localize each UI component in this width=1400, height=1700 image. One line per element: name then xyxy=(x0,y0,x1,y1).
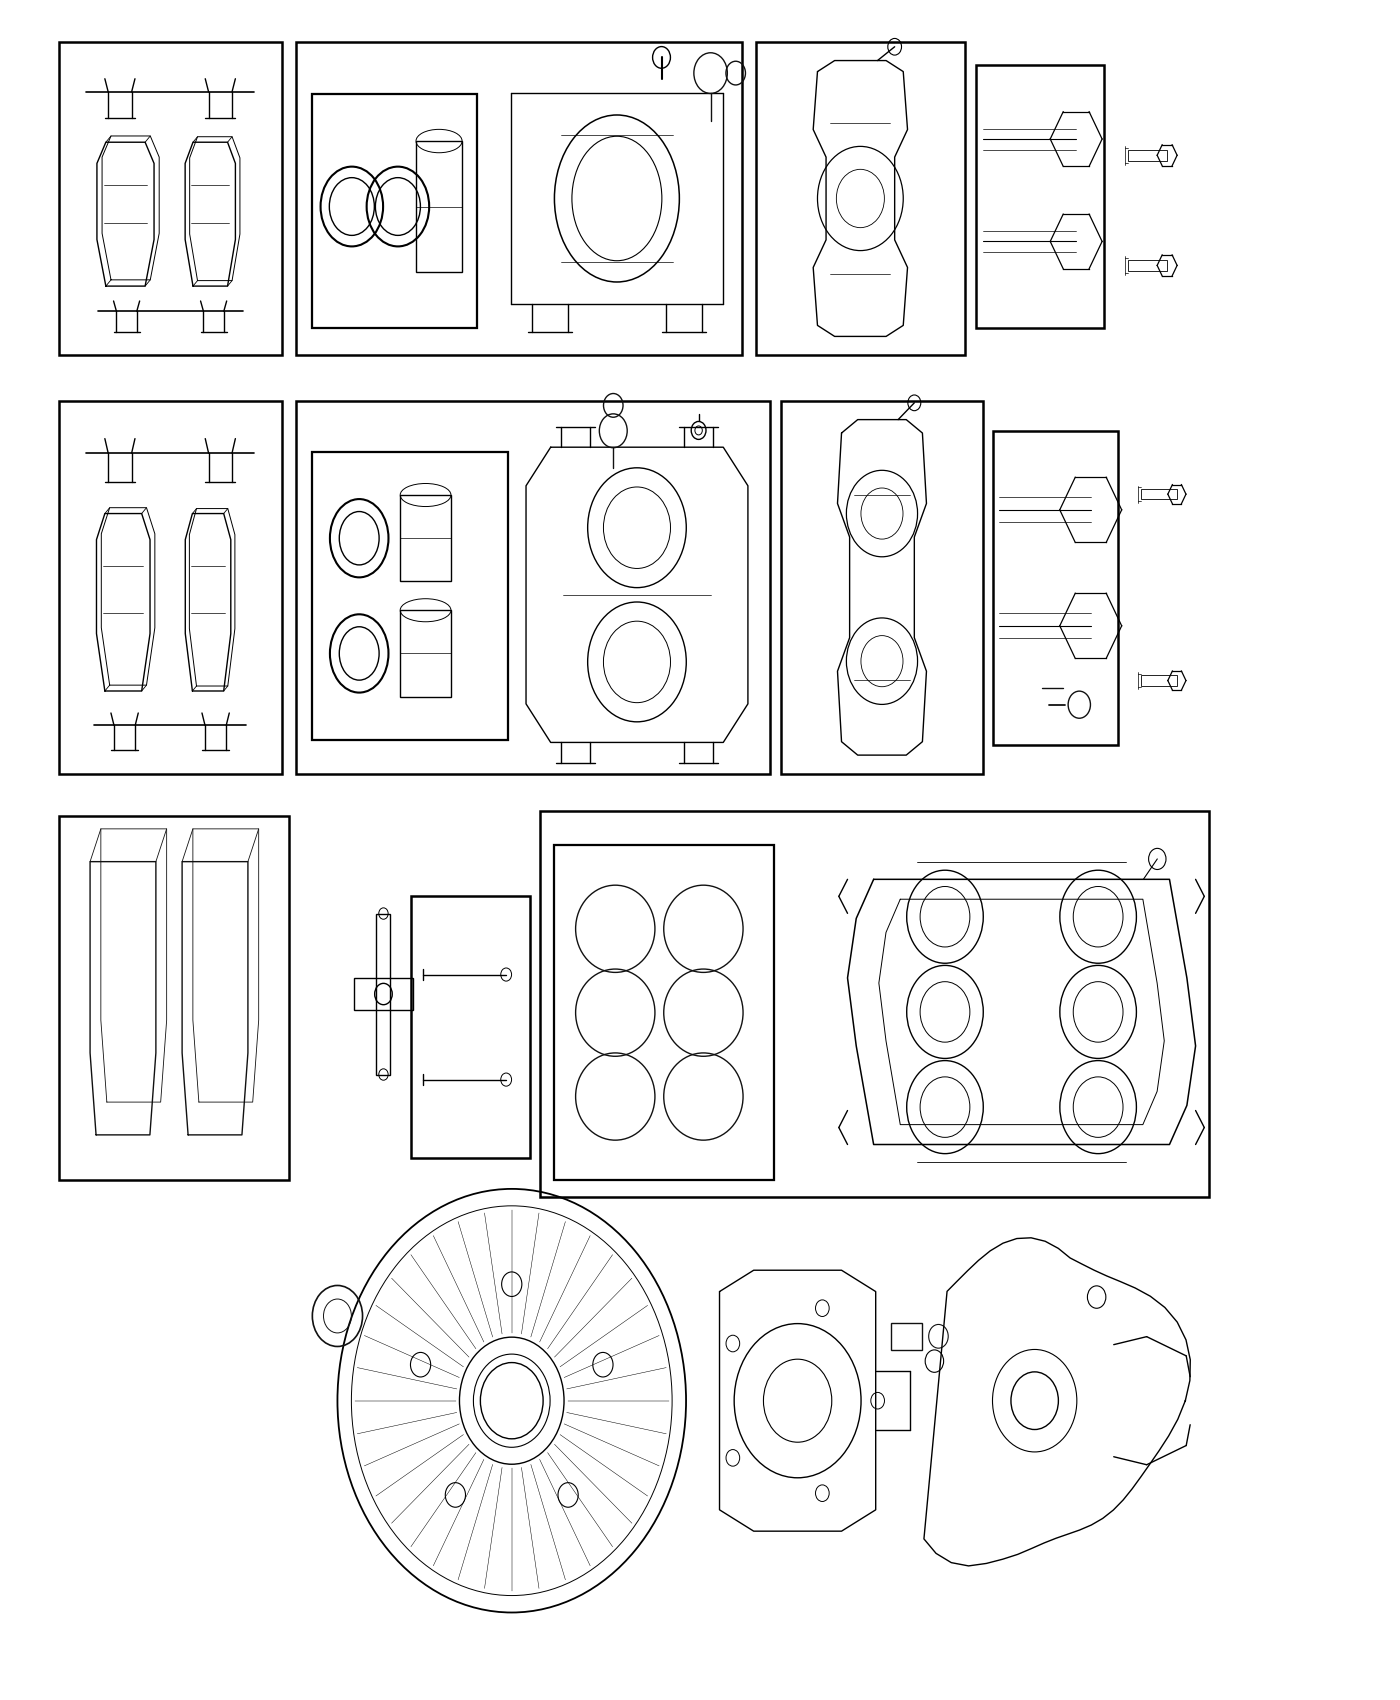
Bar xyxy=(295,42,742,355)
Bar xyxy=(553,845,774,1180)
Bar xyxy=(354,977,413,1010)
Bar xyxy=(1141,675,1177,685)
Bar xyxy=(416,141,462,272)
Bar xyxy=(976,66,1105,328)
Bar xyxy=(59,42,281,355)
Bar xyxy=(890,1323,921,1350)
Bar xyxy=(400,610,451,697)
Bar xyxy=(400,495,451,581)
Bar xyxy=(1141,490,1177,500)
Bar xyxy=(781,401,983,774)
Bar xyxy=(59,401,281,774)
Bar xyxy=(412,896,529,1158)
Bar xyxy=(756,42,965,355)
Bar xyxy=(1128,150,1168,162)
Bar xyxy=(1128,260,1168,270)
Bar xyxy=(295,401,770,774)
Bar xyxy=(59,816,288,1180)
Bar xyxy=(312,452,508,740)
Bar xyxy=(539,811,1210,1197)
Bar xyxy=(993,432,1119,745)
Bar xyxy=(377,913,391,1074)
Bar xyxy=(312,94,477,328)
